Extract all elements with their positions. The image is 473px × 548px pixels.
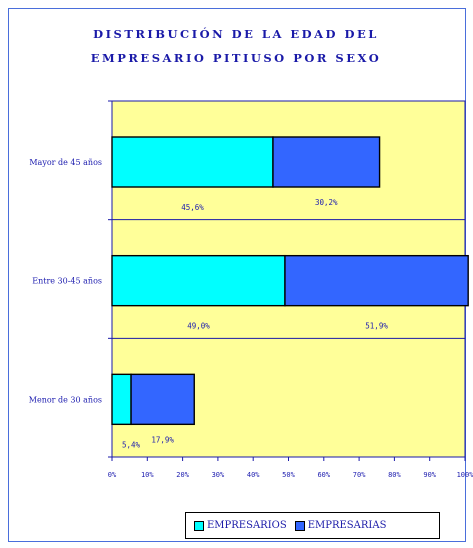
legend-item-empresarias: EMPRESARIAS <box>294 520 387 531</box>
x-tick-label: 60% <box>317 471 330 479</box>
bar-segment <box>130 373 195 426</box>
legend: EMPRESARIOS EMPRESARIAS <box>185 512 440 539</box>
bar-segment <box>272 136 381 188</box>
x-tick-label: 100% <box>457 471 473 479</box>
data-label: 30,2% <box>315 198 338 207</box>
category-label: Entre 30-45 años <box>32 277 102 286</box>
x-tick-label: 90% <box>423 471 436 479</box>
legend-swatch-empresarios <box>194 520 204 531</box>
x-tick-label: 10% <box>141 471 154 479</box>
chart-title-line-1: DISTRIBUCIÓN DE LA EDAD DEL <box>93 27 379 41</box>
data-label: 49,0% <box>187 322 210 331</box>
category-label: Mayor de 45 años <box>29 158 102 167</box>
chart-title: DISTRIBUCIÓN DE LA EDAD DEL EMPRESARIO P… <box>8 22 464 70</box>
x-tick-label: 20% <box>176 471 189 479</box>
data-label: 51,9% <box>365 322 388 331</box>
data-label: 45,6% <box>181 203 204 212</box>
bar-segment <box>111 373 132 426</box>
x-tick-label: 50% <box>282 471 295 479</box>
legend-item-empresarios: EMPRESARIOS <box>194 520 287 531</box>
legend-label-empresarias: EMPRESARIAS <box>307 520 387 531</box>
x-tick-label: 0% <box>108 471 117 479</box>
x-tick-label: 80% <box>388 471 401 479</box>
data-label: 5,4% <box>122 440 141 449</box>
data-label: 17,9% <box>151 435 174 444</box>
chart-title-line-2: EMPRESARIO PITIUSO POR SEXO <box>90 51 382 65</box>
bar-segment <box>111 254 286 307</box>
legend-label-empresarios: EMPRESARIOS <box>207 520 287 531</box>
x-tick-label: 40% <box>247 471 260 479</box>
x-tick-label: 70% <box>353 471 366 479</box>
bar-segment <box>111 136 274 188</box>
legend-swatch-empresarias <box>294 520 305 531</box>
bar-segment <box>284 254 469 307</box>
x-tick-label: 30% <box>212 471 225 479</box>
category-label: Menor de 30 años <box>29 395 102 404</box>
